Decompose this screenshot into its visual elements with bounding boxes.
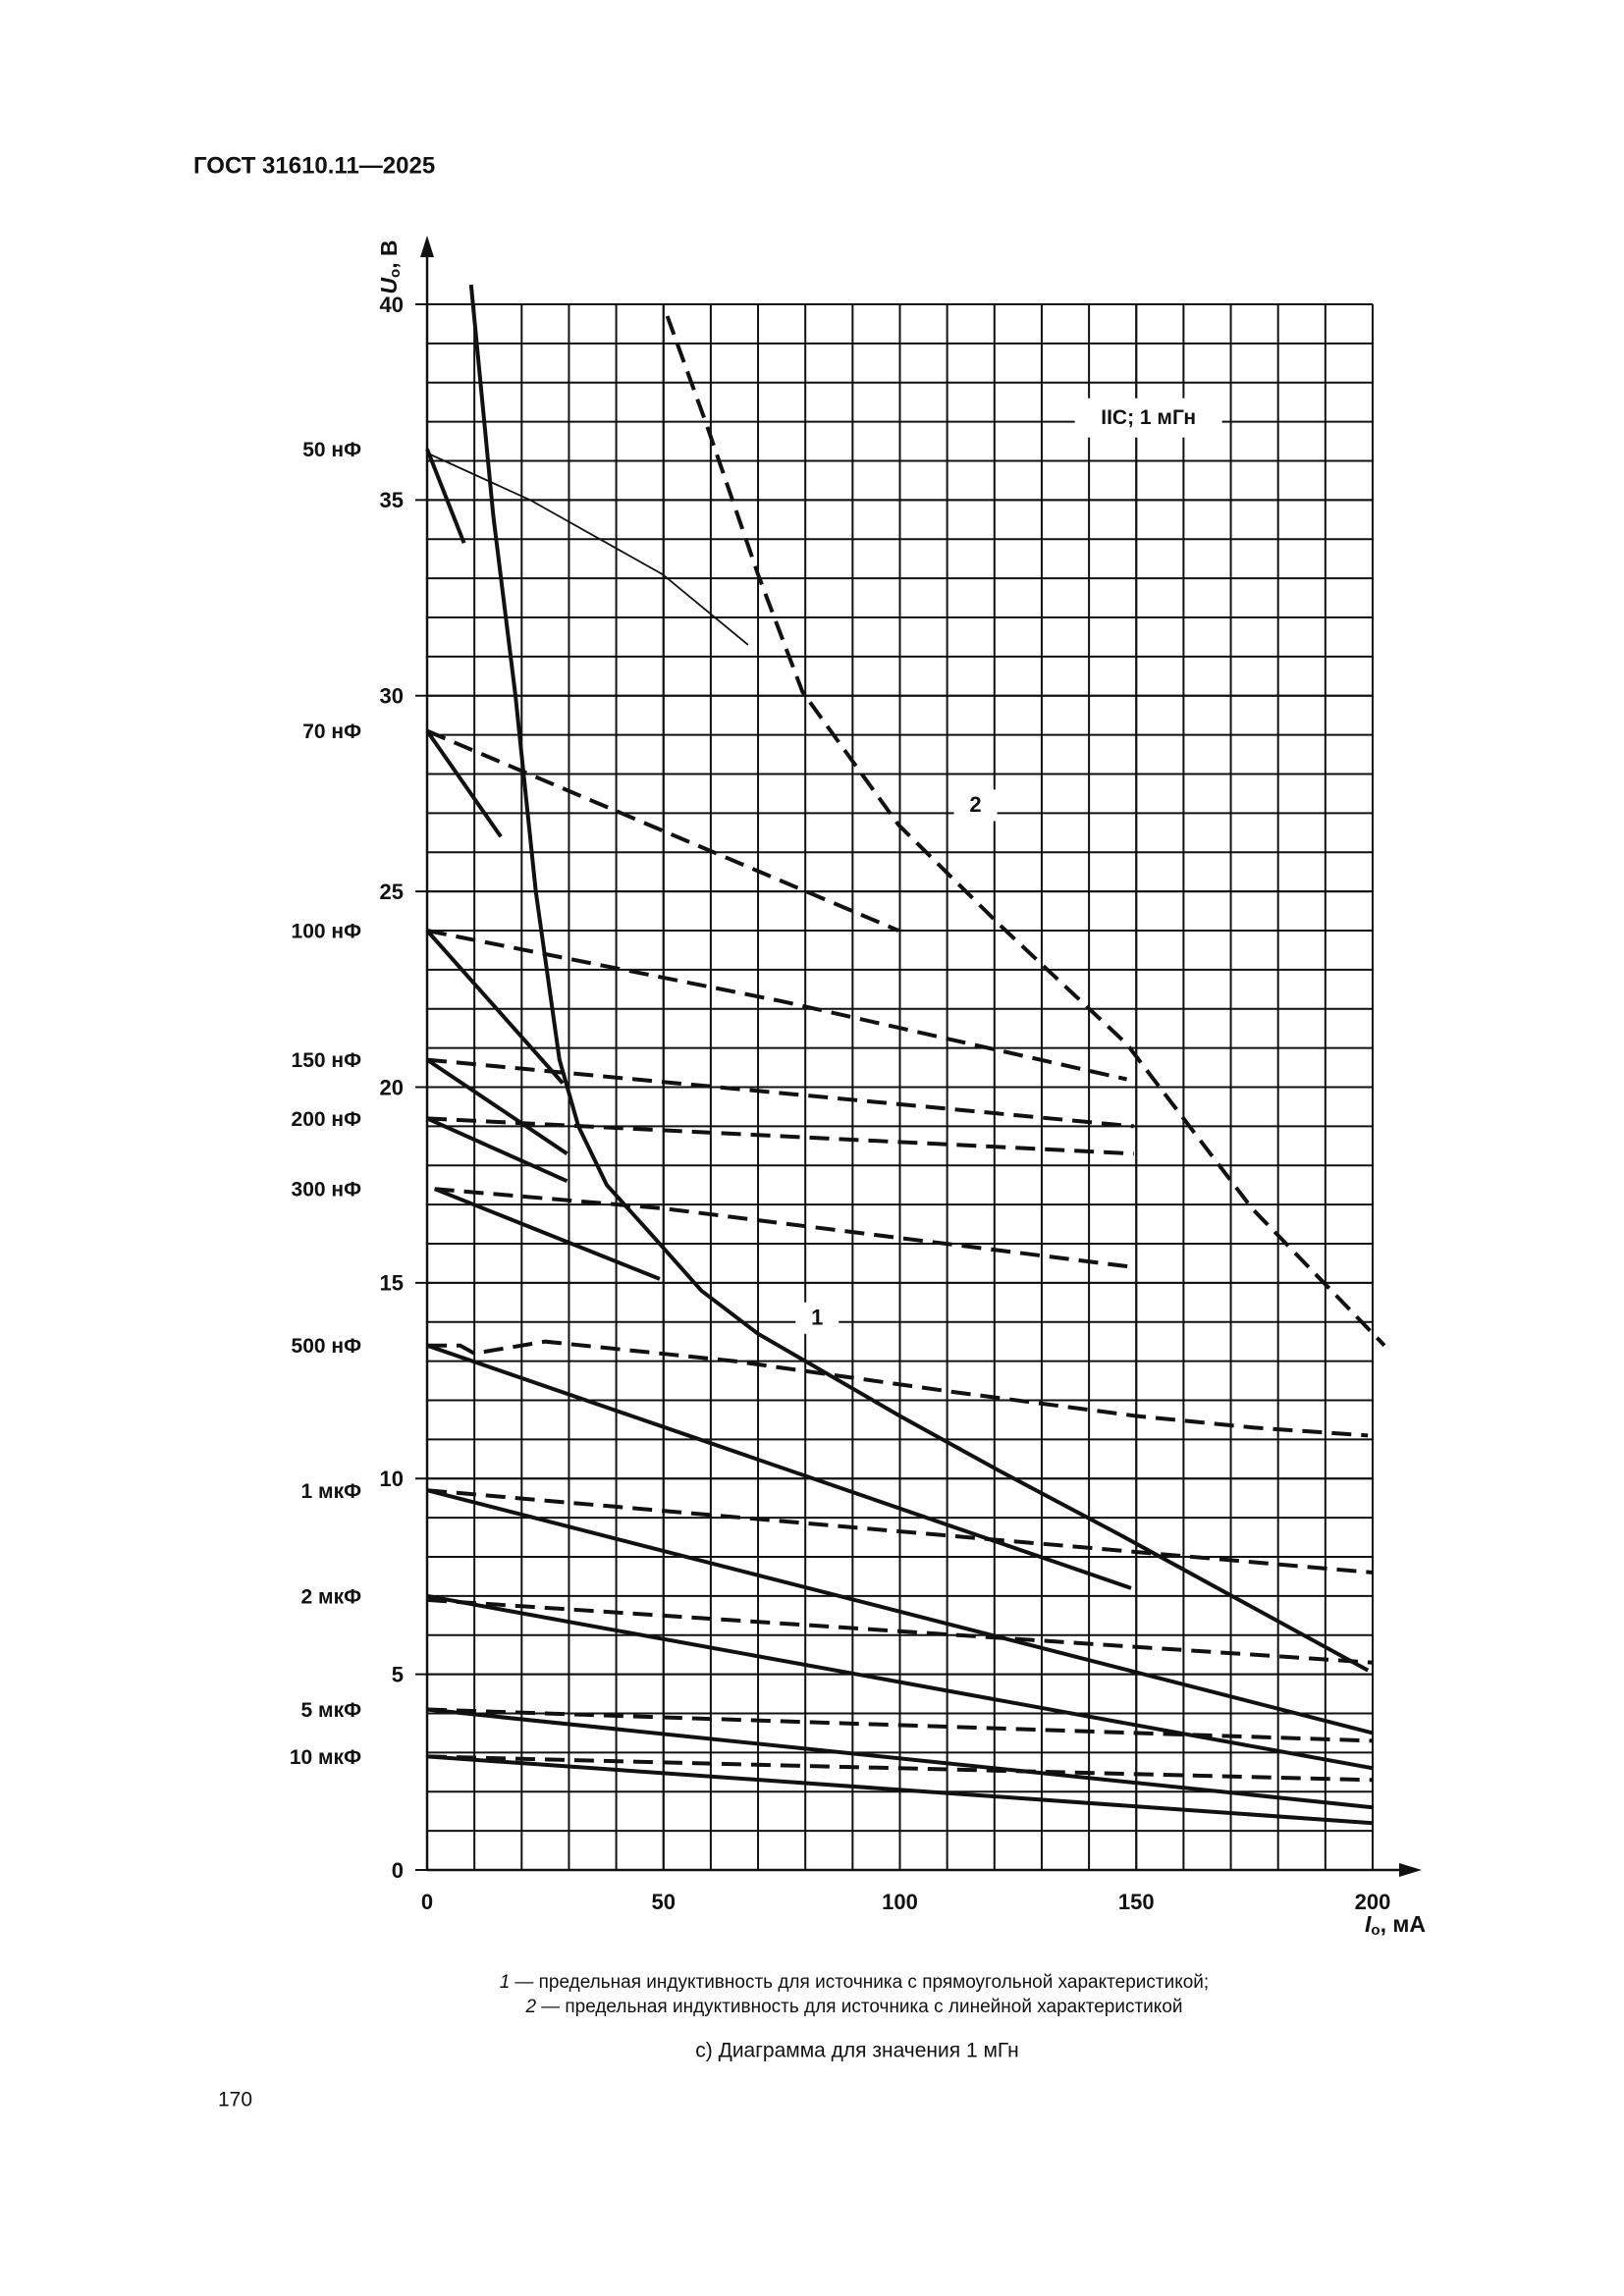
- axis-unit: , мА: [1380, 1911, 1426, 1937]
- curve-label-bg: [953, 789, 998, 822]
- axis-subscript: o: [1371, 1922, 1380, 1939]
- x-axis-label: Io, мА: [1365, 1911, 1426, 1939]
- capacitance-line: [427, 1339, 1369, 1438]
- axis-unit: , В: [376, 240, 402, 268]
- y-tick-label: 35: [380, 488, 404, 512]
- curve-label-bg: [795, 1302, 839, 1334]
- capacitance-line: [425, 448, 466, 544]
- capacitance-line: [426, 452, 749, 646]
- axis-symbol: I: [1365, 1911, 1372, 1937]
- y-tick-label: 10: [380, 1467, 404, 1491]
- capacitance-line: [434, 1187, 1135, 1269]
- limit-curve: [468, 284, 1370, 1673]
- capacitance-line: [426, 1116, 568, 1184]
- capacitance-line: [426, 1593, 1374, 1771]
- legend-line: 2— предельная индуктивность для источник…: [524, 1997, 1182, 2017]
- capacitance-label: 500 нФ: [292, 1335, 362, 1358]
- y-axis-label: Uo, В: [376, 240, 404, 294]
- y-tick-label: 25: [380, 880, 404, 904]
- capacitance-line: [425, 729, 503, 838]
- capacitance-line: [426, 1488, 1374, 1735]
- capacitance-line: [426, 1057, 1134, 1129]
- y-tick-label: 15: [380, 1271, 404, 1296]
- capacitance-label: 5 мкФ: [301, 1699, 362, 1722]
- curve-label: 2: [969, 792, 981, 817]
- y-tick-label: 30: [380, 684, 404, 709]
- y-axis-arrow: [420, 236, 434, 257]
- axis-symbol: U: [376, 277, 402, 294]
- x-tick-label: 100: [882, 1890, 918, 1914]
- x-tick-label: 150: [1118, 1890, 1155, 1914]
- box-label: IIC; 1 мГн: [1101, 406, 1196, 429]
- legend-number: 2: [524, 1997, 536, 2017]
- capacitance-label: 10 мкФ: [290, 1746, 361, 1769]
- capacitance-line: [426, 1707, 1374, 1810]
- legend-line: 1— предельная индуктивность для источник…: [500, 1972, 1209, 1993]
- figure-caption: с) Диаграмма для значения 1 мГн: [695, 2040, 1018, 2062]
- x-tick-label: 50: [652, 1890, 676, 1914]
- capacitance-line: [433, 1187, 661, 1281]
- capacitance-label: 150 нФ: [292, 1049, 362, 1072]
- capacitance-line: [425, 1057, 568, 1155]
- y-tick-label: 0: [392, 1858, 404, 1883]
- capacitance-line: [426, 929, 1128, 1082]
- box-label-bg: [1074, 398, 1222, 438]
- y-tick-label: 20: [380, 1075, 404, 1099]
- limit-curve: [665, 315, 1386, 1348]
- capacitance-label: 70 нФ: [302, 721, 361, 743]
- capacitance-line: [426, 1754, 1374, 1783]
- curve-label: 1: [811, 1306, 823, 1330]
- capacitance-label: 1 мкФ: [301, 1480, 362, 1503]
- document-header: ГОСТ 31610.11—2025: [193, 152, 435, 179]
- capacitance-line: [426, 728, 899, 933]
- y-tick-label: 5: [392, 1662, 404, 1686]
- page-number: 170: [218, 2089, 252, 2111]
- capacitance-line: [426, 1754, 1374, 1826]
- capacitance-line: [426, 1343, 1132, 1590]
- legend-number: 1: [500, 1972, 511, 1993]
- capacitance-label: 300 нФ: [292, 1179, 362, 1201]
- x-tick-label: 200: [1355, 1890, 1391, 1914]
- capacitance-label: 50 нФ: [302, 439, 361, 461]
- x-axis-arrow: [1399, 1863, 1422, 1877]
- capacitance-line: [425, 929, 565, 1085]
- capacitance-line: [426, 1707, 1374, 1743]
- legend-text: — предельная индуктивность для источника…: [514, 1972, 1209, 1993]
- capacitance-line: [426, 1597, 1374, 1665]
- capacitance-label: 2 мкФ: [301, 1585, 362, 1608]
- capacitance-label: 100 нФ: [292, 921, 362, 943]
- capacitance-line: [426, 1116, 1134, 1156]
- axis-subscript: o: [387, 269, 404, 278]
- x-tick-label: 0: [421, 1890, 433, 1914]
- legend-text: — предельная индуктивность для источника…: [541, 1997, 1182, 2017]
- capacitance-label: 200 нФ: [292, 1108, 362, 1131]
- y-tick-label: 40: [380, 293, 404, 317]
- capacitance-line: [426, 1488, 1374, 1575]
